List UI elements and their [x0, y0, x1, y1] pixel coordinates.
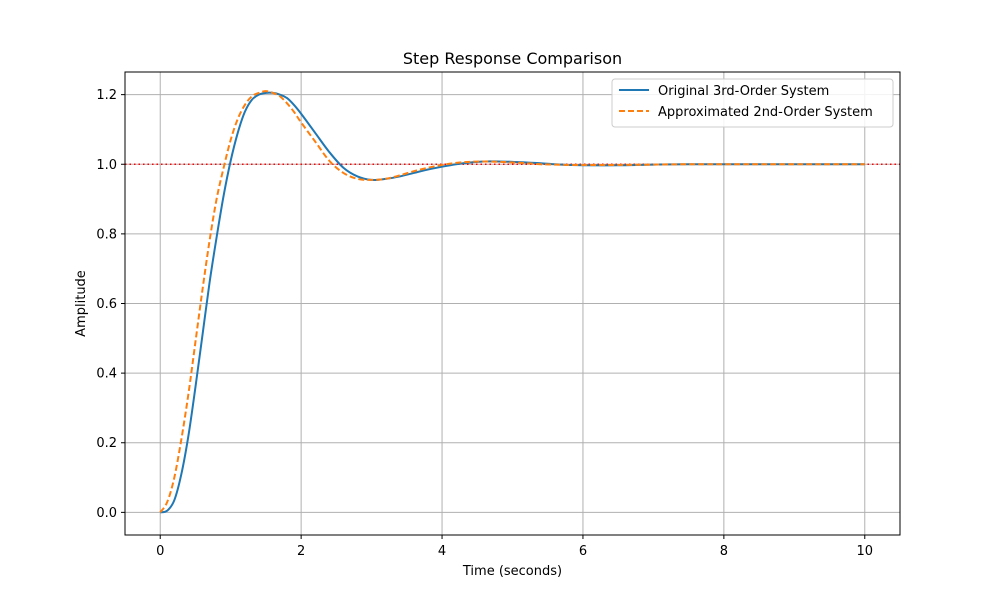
x-tick-label-4: 4	[438, 544, 446, 559]
y-tick-label-0-6: 0.6	[96, 297, 117, 312]
legend-label-original: Original 3rd-Order System	[658, 84, 829, 99]
legend-box	[611, 78, 894, 128]
y-axis-ticks: 0.0 0.2 0.4 0.6 0.8 1.0 1.2	[96, 88, 125, 521]
grid-lines	[125, 72, 900, 535]
y-tick-label-0-2: 0.2	[96, 436, 117, 451]
y-axis-label: Amplitude	[74, 270, 89, 337]
x-tick-label-6: 6	[579, 544, 587, 559]
x-axis-ticks: 0 2 4 6 8 10	[156, 535, 873, 559]
x-tick-label-8: 8	[720, 544, 728, 559]
chart-title: Step Response Comparison	[403, 49, 622, 68]
x-tick-label-0: 0	[156, 544, 164, 559]
y-tick-label-0-0: 0.0	[96, 506, 117, 521]
y-tick-label-0-8: 0.8	[96, 227, 117, 242]
x-tick-label-2: 2	[297, 544, 305, 559]
y-tick-label-0-4: 0.4	[96, 367, 117, 382]
x-tick-label-10: 10	[856, 544, 873, 559]
legend: Original 3rd-Order System Approximated 2…	[611, 78, 894, 128]
legend-label-approximated: Approximated 2nd-Order System	[658, 105, 873, 120]
series-line-approximated	[159, 90, 865, 513]
series-lines	[159, 90, 865, 514]
y-tick-label-1-0: 1.0	[96, 158, 117, 173]
x-axis-label: Time (seconds)	[462, 564, 562, 579]
y-tick-label-1-2: 1.2	[96, 88, 117, 103]
